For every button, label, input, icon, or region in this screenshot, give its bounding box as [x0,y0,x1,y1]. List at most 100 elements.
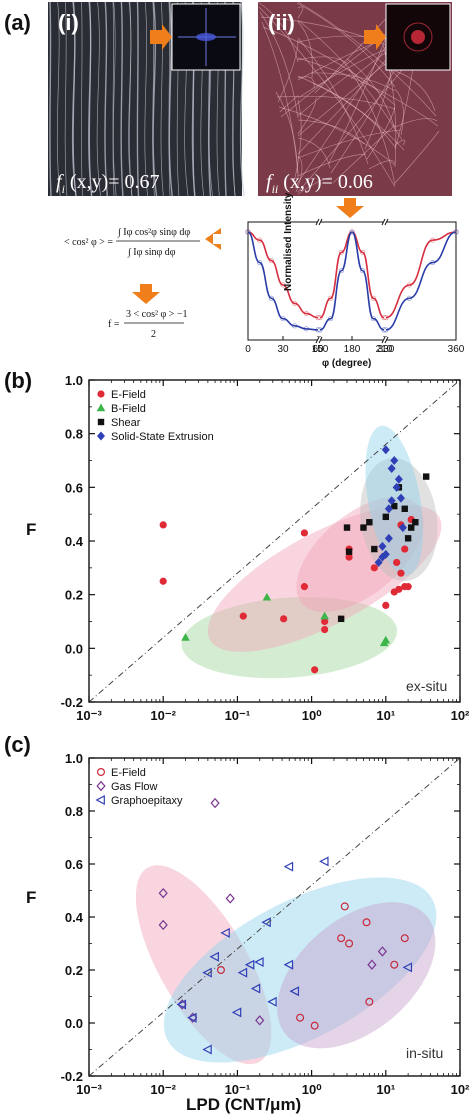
arrow-left-icon [205,228,221,250]
micrograph-i: (i) fi (x,y)= 0.67 [48,1,245,197]
axis-break-mark [384,336,389,344]
fiber-line [152,1,158,197]
intensity-point [383,327,389,333]
fiber-line [394,130,440,184]
chart-c-point-graphoepitaxy [231,1007,242,1018]
intensity-x-tick-label: 210 [376,344,393,355]
chart-b-point-shear [366,519,373,526]
intensity-point [370,316,376,322]
panel-b-cluster-ellipses [181,425,442,679]
intensity-point [360,268,366,274]
chart-b-point-solid-state-extrusion [378,552,387,562]
fiber-line [239,1,245,197]
fiber-line [89,1,92,197]
intensity-point [383,315,389,321]
chart-c-x-tick-label: 10⁰ [302,1082,322,1097]
chart-b-x-tick-label: 10⁻³ [76,708,102,723]
chart-c-point-e-field [400,934,409,943]
intensity-series-0-segment-1 [319,231,385,319]
fiber-line [297,97,317,135]
fiber-line [278,106,396,166]
chart-b-point-e-field [300,583,309,591]
intensity-point [280,316,286,322]
intensity-point [303,311,309,317]
chart-b-point-e-field [321,617,329,626]
fiber-line [366,106,396,160]
micrograph-ii: (ii) fii (x,y)= 0.06 [257,1,452,196]
fiber-line [129,1,133,197]
fiber-line [297,75,405,151]
chart-b-y-tick-label: 0.6 [65,480,83,495]
chart-c-point-gas-flow [210,797,220,809]
chart-b-point-e-field [280,615,288,623]
axis-break-mark [318,336,323,344]
chart-c-point-e-field [337,934,346,943]
chart-c-legend-marker [95,795,105,805]
chart-b-point-solid-state-extrusion [387,496,396,506]
chart-b-legend-label: E-Field [111,389,146,401]
chart-c-point-e-field [345,939,354,948]
chart-b-point-solid-state-extrusion [384,533,393,543]
chart-b-point-e-field [370,564,378,572]
chart-b-point-solid-state-extrusion [381,445,390,455]
panel-b-points [159,445,430,674]
panel-c-xlabel: LPD (CNT/μm) [186,1095,301,1114]
fiber-line [297,49,385,99]
intensity-point [257,237,263,243]
chart-c-point-graphoepitaxy [283,861,294,872]
fiber-line [297,177,333,195]
fiber-line [297,56,349,65]
micrograph-i-order-parameter: fi (x,y)= 0.67 [56,171,160,196]
fiber-line [168,1,171,197]
chart-c-point-graphoepitaxy [267,996,277,1007]
fiber-line [297,21,313,79]
intensity-point [280,282,286,288]
fiber-line [368,160,396,170]
intensity-point [268,258,274,264]
chart-b-x-tick-label: 10⁻¹ [225,708,251,723]
axis-break-mark [315,218,320,226]
chart-c-point-graphoepitaxy [283,959,294,970]
chart-c-point-gas-flow [158,919,168,931]
chart-b-cluster-ellipse-pink [296,496,424,613]
chart-b-point-shear [360,524,367,531]
panel-b-axes: 10⁻³ 10⁻² 10⁻¹ 10⁰ 10¹ 10² -0.2 0.0 0.2 0.4 0.6 0.8… [61,373,470,723]
chart-c-point-graphoepitaxy [202,967,212,978]
chart-c-point-graphoepitaxy [209,951,219,962]
chart-c-point-graphoepitaxy [220,927,230,938]
chart-c-point-graphoepitaxy [261,917,271,928]
intensity-point [328,295,334,301]
chart-b-legend-marker [96,403,106,412]
chart-c-reference-line [88,757,461,1077]
fiber-line [144,1,149,197]
intensity-point [257,260,263,266]
intensity-point [349,229,355,235]
intensity-point [303,326,309,332]
chart-c-y-tick-label: 1.0 [65,751,83,766]
intensity-point [245,229,251,235]
chart-b-point-solid-state-extrusion [374,557,383,567]
chart-b-cluster-ellipse-pink [207,505,442,652]
fiber-line [348,68,396,186]
fft-ii-spot [411,30,425,44]
chart-b-point-shear [345,548,353,555]
intensity-point [292,323,298,329]
fiber-line [260,16,396,50]
fiber-line [96,1,101,197]
chart-c-point-graphoepitaxy [402,962,413,973]
chart-b-x-tick-label: 10² [451,708,470,723]
chart-b-point-shear [422,473,430,480]
chart-b-point-e-field [393,558,401,567]
panel-c-ylabel: F [26,888,36,907]
equation-orientation-average: < cos² φ > = ∫ Iφ cos²φ sinφ dφ ∫ Iφ sin… [64,227,200,258]
chart-c-point-e-field [216,965,225,974]
fft-i-spot [196,33,216,41]
panel-c-legend: E-Field Gas Flow Graphoepitaxy [95,767,183,807]
fiber-line [297,153,367,177]
chart-b-y-tick-label: 0.4 [65,534,84,549]
fiber-line [295,155,303,193]
fiber-line [332,124,396,184]
chart-b-x-tick-label: 10⁻² [150,708,176,723]
chart-c-legend-label: Gas Flow [111,781,158,793]
panel-b-annotation: ex-situ [406,678,447,694]
